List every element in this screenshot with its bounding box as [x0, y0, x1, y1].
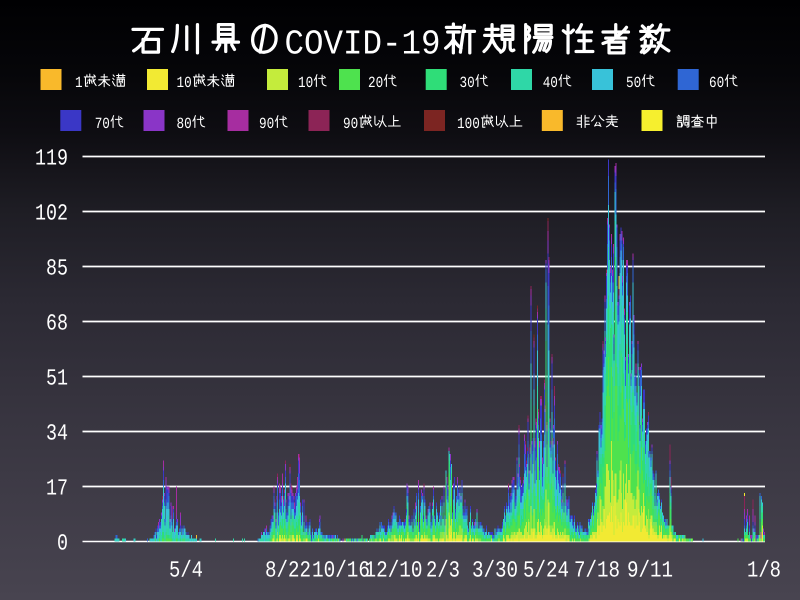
svg-text:30: 30	[460, 74, 475, 92]
svg-text:12/10: 12/10	[365, 558, 423, 584]
svg-text:119: 119	[35, 145, 68, 171]
svg-text:40: 40	[543, 74, 558, 92]
svg-text:50: 50	[626, 74, 641, 92]
svg-text:1: 1	[75, 74, 83, 92]
svg-text:10: 10	[177, 74, 192, 92]
svg-text:20: 20	[368, 74, 383, 92]
svg-text:5/24: 5/24	[523, 558, 569, 584]
svg-text:0: 0	[57, 530, 68, 556]
svg-text:2/3: 2/3	[426, 558, 460, 584]
svg-text:3/30: 3/30	[472, 558, 518, 584]
svg-text:80: 80	[177, 115, 192, 133]
svg-text:70: 70	[95, 115, 110, 133]
svg-text:7/18: 7/18	[574, 558, 620, 584]
svg-text:51: 51	[46, 365, 68, 391]
svg-text:10/16: 10/16	[312, 558, 370, 584]
svg-text:102: 102	[35, 200, 68, 226]
svg-text:68: 68	[46, 310, 68, 336]
svg-text:8/22: 8/22	[265, 558, 311, 584]
svg-text:5/4: 5/4	[169, 558, 203, 584]
svg-text:100: 100	[457, 115, 480, 133]
svg-text:90: 90	[343, 115, 358, 133]
svg-text:COVID-19: COVID-19	[285, 25, 441, 65]
svg-text:60: 60	[709, 74, 724, 92]
svg-text:34: 34	[46, 420, 68, 446]
svg-text:90: 90	[259, 115, 274, 133]
svg-text:9/11: 9/11	[627, 558, 673, 584]
svg-text:1/8: 1/8	[747, 558, 781, 584]
svg-text:85: 85	[46, 255, 68, 281]
svg-text:17: 17	[46, 475, 68, 501]
svg-text:10: 10	[298, 74, 313, 92]
